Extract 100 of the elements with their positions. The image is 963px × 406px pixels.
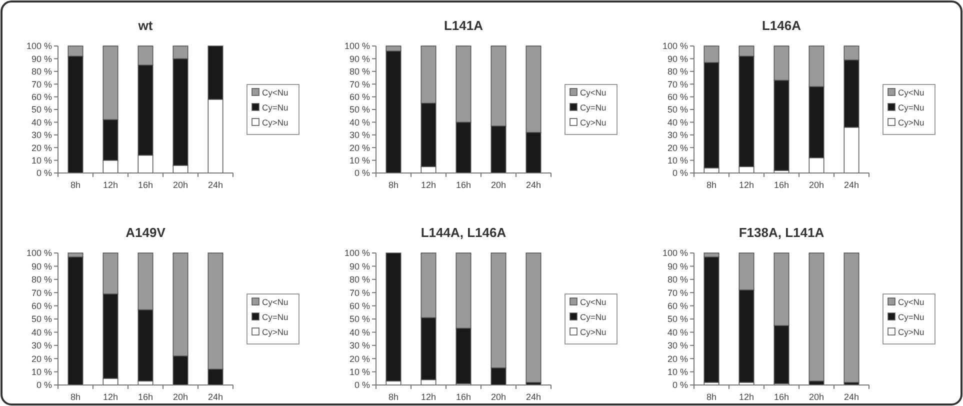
legend-label: Cy>Nu bbox=[262, 326, 288, 337]
legend-label: Cy<Nu bbox=[898, 296, 924, 307]
x-tick-label: 8h bbox=[706, 180, 717, 190]
chart-title: A149V bbox=[126, 225, 166, 240]
chart-title: L146A bbox=[762, 18, 802, 33]
y-tick-label: 30 % bbox=[667, 130, 688, 140]
x-tick-label: 20h bbox=[490, 392, 506, 402]
y-tick-label: 0 % bbox=[354, 168, 370, 178]
legend-label: Cy<Nu bbox=[580, 296, 606, 307]
y-tick-label: 90 % bbox=[667, 54, 688, 64]
y-tick-label: 60 % bbox=[349, 300, 370, 311]
legend-label: Cy>Nu bbox=[898, 117, 924, 128]
x-tick-label: 20h bbox=[808, 180, 824, 190]
y-tick-label: 90 % bbox=[349, 54, 370, 64]
chart-title: F138A, L141A bbox=[738, 225, 825, 240]
y-tick-label: 50 % bbox=[349, 104, 370, 115]
y-tick-label: 70 % bbox=[31, 288, 52, 298]
y-tick-label: 80 % bbox=[349, 66, 370, 77]
legend-label: Cy>Nu bbox=[262, 117, 288, 128]
y-tick-label: 20 % bbox=[349, 354, 370, 364]
y-tick-label: 80 % bbox=[31, 274, 52, 285]
x-tick-label: 20h bbox=[172, 392, 188, 402]
y-tick-label: 10 % bbox=[31, 366, 52, 377]
x-tick-label: 24h bbox=[208, 392, 224, 402]
x-tick-label: 24h bbox=[526, 392, 542, 402]
legend-label: Cy=Nu bbox=[262, 102, 288, 112]
y-tick-label: 100 % bbox=[344, 41, 370, 52]
x-tick-label: 24h bbox=[526, 180, 542, 190]
x-tick-label: 8h bbox=[70, 180, 81, 190]
chart-title: L144A, L146A bbox=[420, 225, 507, 240]
x-tick-label: 8h bbox=[388, 392, 399, 402]
y-tick-label: 0 % bbox=[354, 380, 370, 390]
y-tick-label: 30 % bbox=[349, 340, 370, 351]
y-tick-label: 70 % bbox=[349, 288, 370, 298]
y-tick-label: 90 % bbox=[31, 261, 52, 272]
y-tick-label: 50 % bbox=[31, 314, 52, 324]
legend-label: Cy<Nu bbox=[580, 87, 606, 98]
y-tick-label: 60 % bbox=[667, 300, 688, 311]
y-tick-label: 100 % bbox=[26, 248, 52, 258]
y-tick-label: 40 % bbox=[349, 117, 370, 128]
x-tick-label: 12h bbox=[738, 180, 754, 190]
y-tick-label: 40 % bbox=[667, 117, 688, 128]
x-tick-label: 16h bbox=[774, 180, 790, 190]
y-tick-label: 20 % bbox=[349, 142, 370, 153]
y-tick-label: 40 % bbox=[667, 327, 688, 338]
x-tick-label: 16h bbox=[456, 180, 472, 190]
legend-label: Cy=Nu bbox=[898, 102, 924, 112]
y-tick-label: 0 % bbox=[672, 168, 688, 178]
x-tick-label: 16h bbox=[138, 180, 154, 190]
y-tick-label: 50 % bbox=[667, 104, 688, 115]
y-tick-label: 40 % bbox=[31, 327, 52, 338]
y-tick-label: 60 % bbox=[667, 92, 688, 102]
y-tick-label: 100 % bbox=[662, 248, 688, 258]
y-tick-label: 40 % bbox=[349, 327, 370, 338]
y-tick-label: 70 % bbox=[667, 79, 688, 90]
y-tick-label: 60 % bbox=[349, 92, 370, 102]
y-tick-label: 10 % bbox=[667, 366, 688, 377]
y-tick-label: 10 % bbox=[349, 366, 370, 377]
y-tick-label: 10 % bbox=[667, 155, 688, 166]
x-tick-label: 16h bbox=[774, 392, 790, 402]
x-tick-label: 16h bbox=[456, 392, 472, 402]
x-tick-label: 20h bbox=[490, 180, 506, 190]
y-tick-label: 20 % bbox=[31, 354, 52, 364]
y-tick-label: 60 % bbox=[31, 300, 52, 311]
x-tick-label: 8h bbox=[388, 180, 399, 190]
y-tick-label: 80 % bbox=[667, 66, 688, 77]
x-tick-label: 12h bbox=[420, 180, 436, 190]
y-tick-label: 90 % bbox=[349, 261, 370, 272]
y-tick-label: 10 % bbox=[31, 155, 52, 166]
legend-label: Cy=Nu bbox=[898, 312, 924, 322]
x-tick-label: 20h bbox=[808, 392, 824, 402]
x-tick-label: 12h bbox=[102, 392, 118, 402]
y-tick-label: 30 % bbox=[349, 130, 370, 140]
y-tick-label: 90 % bbox=[31, 54, 52, 64]
y-tick-label: 30 % bbox=[667, 340, 688, 351]
y-tick-label: 0 % bbox=[672, 380, 688, 390]
legend-label: Cy=Nu bbox=[262, 312, 288, 322]
y-tick-label: 20 % bbox=[31, 142, 52, 153]
legend-label: Cy>Nu bbox=[898, 326, 924, 337]
y-tick-label: 100 % bbox=[662, 41, 688, 52]
y-tick-label: 90 % bbox=[667, 261, 688, 272]
x-tick-label: 8h bbox=[70, 392, 81, 402]
y-tick-label: 0 % bbox=[36, 380, 52, 390]
y-tick-label: 70 % bbox=[667, 288, 688, 298]
y-tick-label: 80 % bbox=[349, 274, 370, 285]
x-tick-label: 16h bbox=[138, 392, 154, 402]
y-tick-label: 80 % bbox=[31, 66, 52, 77]
y-tick-label: 30 % bbox=[31, 340, 52, 351]
y-tick-label: 20 % bbox=[667, 142, 688, 153]
y-tick-label: 0 % bbox=[36, 168, 52, 178]
y-tick-label: 70 % bbox=[349, 79, 370, 90]
x-tick-label: 20h bbox=[172, 180, 188, 190]
x-tick-label: 24h bbox=[844, 180, 860, 190]
x-tick-label: 12h bbox=[420, 392, 436, 402]
y-tick-label: 60 % bbox=[31, 92, 52, 102]
x-tick-label: 12h bbox=[738, 392, 754, 402]
legend-label: Cy=Nu bbox=[580, 312, 606, 322]
legend-label: Cy=Nu bbox=[580, 102, 606, 112]
y-tick-label: 20 % bbox=[667, 354, 688, 364]
y-tick-label: 50 % bbox=[667, 314, 688, 324]
